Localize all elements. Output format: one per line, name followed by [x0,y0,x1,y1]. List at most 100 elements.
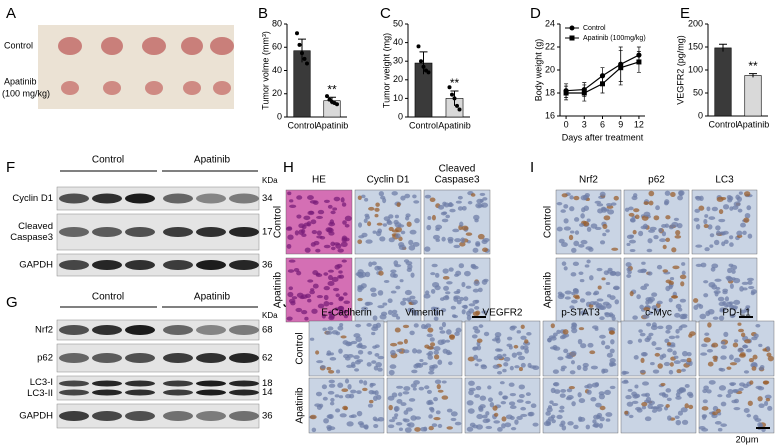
cell [433,350,439,355]
cell [674,415,680,419]
cell [729,242,734,247]
cell [545,411,551,416]
cell [665,237,671,242]
cell [475,385,482,391]
cell [473,280,480,286]
cell [476,358,483,362]
cell [394,222,402,228]
cell [403,338,408,344]
cell [738,387,744,392]
cell [614,271,621,277]
cell [733,339,739,343]
y-tick-label: 0 [277,111,282,121]
cell [509,365,514,371]
cell [550,323,555,329]
cell [640,285,648,290]
blot-band [92,325,122,335]
cell [481,239,488,245]
cell [520,345,525,350]
cell [563,266,568,271]
panel-letter: B [258,5,268,22]
cell [299,296,305,300]
row-label: (100 mg/kg) [2,88,50,98]
cell [686,391,694,397]
cell [303,215,311,221]
cell [452,228,460,233]
cell [475,202,483,209]
blot-band [59,389,89,396]
cell [405,213,411,218]
x-tick-label: Apatinib [316,120,349,130]
cell [409,229,417,235]
cell [455,270,462,276]
cell [326,424,332,430]
cell [692,298,699,303]
cell [602,223,608,229]
cell [310,219,317,225]
cell [461,225,469,231]
blot-band [125,260,155,270]
cell [361,306,369,311]
cell [554,389,561,394]
blot-band [163,411,193,421]
column-title: PD-L1 [722,308,751,319]
cell [402,418,407,422]
cell [386,220,393,225]
cell [482,197,488,201]
cell [551,419,556,424]
cell [520,324,525,330]
cell [322,396,328,401]
cell [317,209,325,215]
cell [445,339,451,343]
blot-band [229,353,259,363]
panel-letter: C [380,5,391,22]
cell [333,196,341,202]
cell [479,198,484,203]
cell [307,298,312,303]
tissue-image [623,189,690,255]
cell [493,420,501,424]
tumor [183,81,201,95]
cell [684,403,689,409]
cell [390,272,396,278]
cell [628,212,635,217]
cell [604,345,611,350]
cell [652,369,660,374]
cell [599,416,605,422]
cell [598,422,604,429]
cell [580,343,587,349]
cell [727,267,732,274]
cell [556,329,561,334]
cell [328,315,335,321]
cell [446,426,453,430]
cell [346,421,354,427]
cell [611,247,619,251]
data-point [297,42,302,47]
blot-band [163,193,193,204]
cell [372,315,378,321]
cell [304,316,309,321]
cell [471,334,478,339]
cell [679,274,687,280]
cell [713,239,720,246]
cell [402,324,410,329]
cell [412,194,417,199]
row-label: Apatinib [543,271,554,308]
cell [424,194,432,199]
cell [605,303,612,309]
cell [558,409,565,413]
group-label: Apatinib [194,155,231,166]
cell [528,411,535,417]
cell [437,389,444,393]
cell [430,288,436,294]
cell [395,233,401,239]
kda-label: 36 [262,411,273,422]
cell [737,322,742,326]
cell [403,410,409,415]
cell [400,230,406,235]
cell [646,322,652,327]
cell [674,235,682,239]
cell [429,337,435,342]
cell [374,213,379,218]
